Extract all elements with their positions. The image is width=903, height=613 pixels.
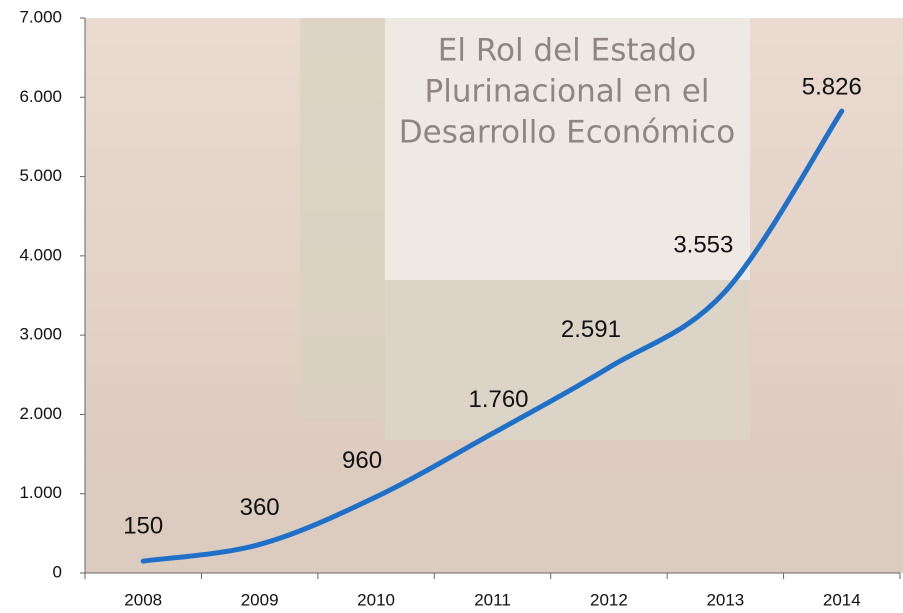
value-label: 3.553	[673, 232, 733, 259]
value-label: 960	[342, 447, 382, 474]
chart: El Rol del Estado Plurinacional en el Desa…	[0, 0, 903, 613]
x-tick-label: 2012	[590, 590, 628, 609]
y-tick-label: 2.000	[19, 404, 62, 423]
table-area	[85, 470, 903, 573]
y-tick-label: 0	[53, 562, 62, 581]
value-label: 5.826	[802, 73, 862, 100]
y-tick-label: 4.000	[19, 245, 62, 264]
value-label: 360	[240, 494, 280, 521]
x-tick-label: 2013	[706, 590, 744, 609]
y-tick-label: 7.000	[19, 7, 62, 26]
banner-text: El Rol del Estado	[438, 33, 696, 69]
x-tick-label: 2014	[823, 590, 861, 609]
x-tick-label: 2011	[474, 590, 511, 609]
y-tick-label: 6.000	[19, 87, 62, 106]
y-tick-label: 3.000	[19, 325, 62, 344]
x-tick-label: 2008	[124, 590, 162, 609]
banner-landscape	[385, 280, 750, 440]
banner-text: Plurinacional en el	[425, 74, 710, 110]
value-label: 2.591	[561, 316, 621, 343]
y-tick-label: 1.000	[19, 483, 62, 502]
value-label: 150	[123, 512, 163, 539]
banner-text: Desarrollo Económico	[399, 115, 735, 151]
banner-left	[300, 18, 385, 418]
x-tick-label: 2009	[241, 590, 279, 609]
value-label: 1.760	[468, 386, 528, 413]
y-tick-label: 5.000	[19, 166, 62, 185]
x-tick-label: 2010	[357, 590, 395, 609]
